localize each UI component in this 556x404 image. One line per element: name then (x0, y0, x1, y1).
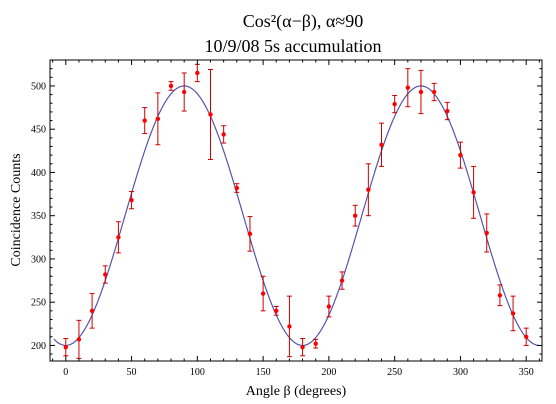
data-point (63, 338, 69, 357)
point-marker (168, 83, 174, 89)
data-point (286, 295, 292, 358)
data-point (207, 69, 213, 160)
point-marker (418, 89, 424, 95)
x-tick-label: 300 (453, 367, 468, 378)
data-point (155, 92, 161, 146)
point-marker (484, 230, 489, 236)
data-point (89, 293, 95, 329)
point-marker (352, 213, 358, 218)
point-marker (208, 112, 213, 117)
point-marker (445, 108, 450, 114)
x-tick-label: 150 (256, 367, 271, 378)
point-marker (300, 344, 305, 350)
point-marker (458, 152, 463, 158)
y-tick-label: 250 (31, 298, 46, 309)
point-marker (405, 85, 411, 90)
point-marker (274, 308, 279, 314)
data-point (313, 338, 319, 349)
chart-title-line-1: Cos²(α−β), α≈90 (243, 11, 363, 32)
point-marker (431, 89, 437, 95)
y-tick-label: 450 (31, 125, 46, 136)
chart-title-line-2: 10/9/08 5s accumulation (205, 36, 382, 56)
data-point (221, 125, 227, 144)
data-point (510, 295, 516, 332)
x-tick-label: 100 (190, 367, 205, 378)
data-point (339, 271, 345, 290)
point-marker (195, 70, 200, 76)
point-marker (510, 311, 516, 316)
x-tick-label: 50 (127, 367, 137, 378)
x-axis-label: Angle β (degrees) (246, 384, 347, 399)
point-marker (181, 89, 187, 95)
data-point (392, 94, 398, 114)
point-marker (247, 231, 253, 237)
point-marker (379, 142, 384, 147)
data-point (194, 63, 200, 83)
x-tick-label: 350 (519, 367, 534, 378)
y-tick-label: 500 (31, 81, 46, 92)
point-marker (497, 293, 503, 298)
data-point (168, 81, 174, 91)
point-marker (155, 116, 161, 122)
data-point (129, 190, 135, 210)
y-tick-label: 200 (31, 341, 46, 352)
y-tick-label: 350 (31, 211, 46, 222)
point-marker (313, 341, 318, 346)
data-point (247, 216, 253, 252)
y-tick-label: 400 (31, 168, 46, 179)
data-point (418, 69, 424, 115)
point-marker (392, 101, 397, 107)
point-marker (142, 118, 147, 123)
data-point (273, 306, 279, 316)
point-marker (287, 324, 292, 329)
data-point (181, 72, 187, 112)
x-tick-label: 0 (63, 367, 68, 378)
data-point (431, 82, 437, 102)
point-marker (76, 337, 82, 342)
data-point (260, 275, 266, 312)
data-point (115, 221, 121, 254)
y-axis-label: Coincidence Counts (9, 153, 24, 266)
data-point (234, 183, 240, 193)
data-point (405, 68, 411, 108)
point-marker (116, 235, 121, 240)
data-point (352, 204, 358, 227)
point-marker (326, 304, 332, 309)
x-tick-label: 250 (387, 367, 402, 378)
point-marker (63, 344, 68, 350)
data-point (497, 284, 503, 307)
data-point (102, 265, 108, 284)
data-point (471, 165, 477, 219)
y-tick-label: 300 (31, 254, 46, 265)
fit-curve (53, 85, 540, 347)
data-point (326, 295, 332, 318)
point-marker (524, 334, 529, 339)
point-marker (103, 272, 108, 277)
point-marker (471, 190, 476, 195)
data-point (300, 338, 306, 357)
data-point (379, 122, 385, 167)
point-marker (221, 132, 226, 137)
point-marker (339, 278, 345, 283)
point-marker (89, 308, 95, 314)
plot-frame (49, 59, 543, 362)
data-point (523, 327, 529, 346)
data-point (142, 107, 148, 135)
x-tick-label: 200 (321, 367, 336, 378)
data-point (484, 213, 490, 253)
point-marker (234, 185, 240, 191)
data-point (365, 163, 371, 217)
data-point (457, 141, 463, 169)
data-point (444, 101, 450, 121)
data-point (76, 319, 82, 359)
point-marker (260, 291, 266, 296)
point-marker (366, 187, 371, 192)
point-marker (129, 197, 134, 203)
